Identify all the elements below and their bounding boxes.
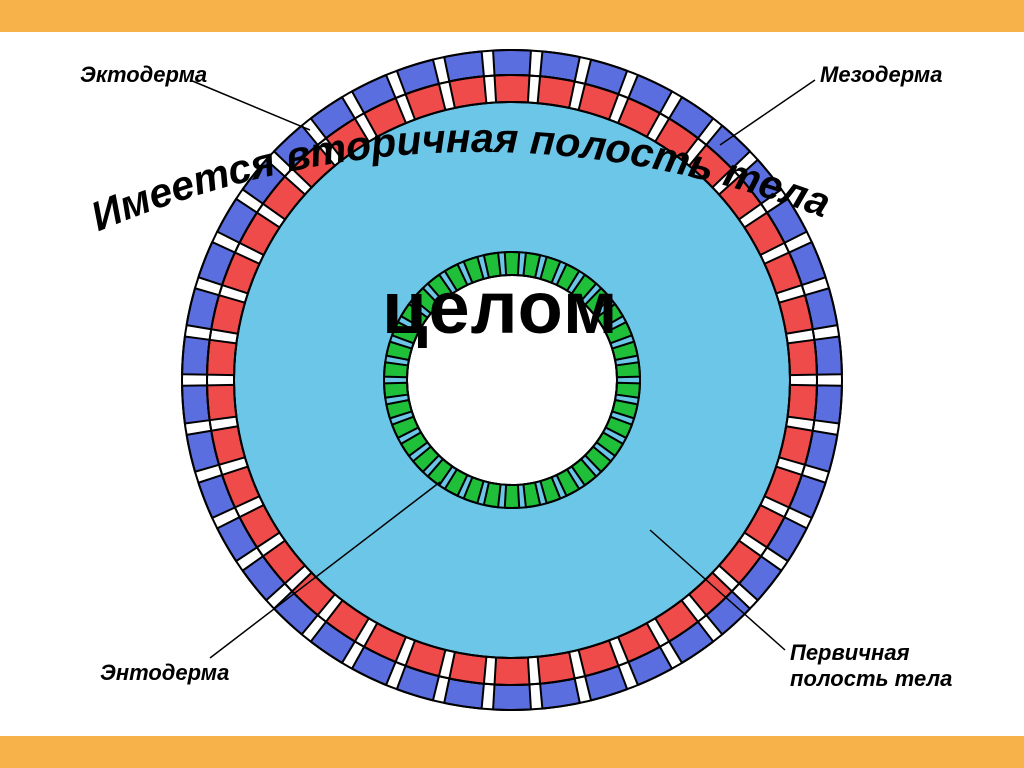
- frame-top: [0, 0, 1024, 32]
- frame-bottom: [0, 736, 1024, 768]
- diagram-canvas: Эктодерма Мезодерма Энтодерма Первичная …: [0, 32, 1024, 736]
- overlay-curved-text-svg: Имеется вторичная полость тела: [0, 32, 1024, 736]
- overlay-center-text: целом: [382, 265, 619, 350]
- svg-text:Имеется вторичная полость тела: Имеется вторичная полость тела: [84, 115, 836, 240]
